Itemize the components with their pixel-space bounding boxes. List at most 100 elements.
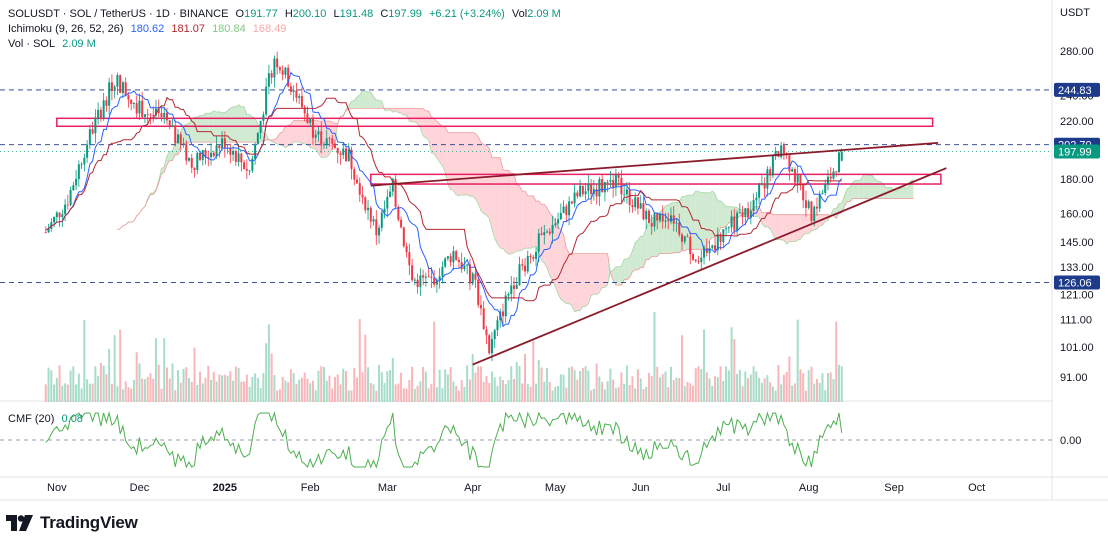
x-tick-label: May (545, 482, 566, 494)
cloud-segment (552, 216, 556, 287)
volume-bar (350, 390, 353, 402)
volume-bar (631, 376, 634, 402)
volume-bar (380, 372, 383, 402)
high-label: H (284, 8, 293, 20)
volume-bar (733, 339, 736, 402)
cmf-value: 0.08 (61, 413, 83, 425)
cloud-segment (530, 195, 534, 249)
cloud-segment (362, 89, 366, 109)
candle-body (378, 227, 381, 236)
cloud-segment (318, 121, 322, 158)
volume-bar (413, 388, 416, 402)
x-tick-label: Apr (464, 482, 481, 494)
volume-bar (510, 366, 513, 402)
candle-body (587, 184, 590, 192)
volume-bar (367, 367, 370, 402)
volume-bar (152, 378, 155, 402)
cloud-segment (668, 203, 671, 254)
candle-body (185, 143, 188, 161)
candle-body (66, 204, 69, 206)
candle-body (521, 264, 524, 266)
volume-bar (537, 360, 540, 402)
candle-body (628, 189, 631, 206)
candle-body (504, 295, 507, 317)
cloud-segment (279, 132, 283, 146)
volume-bar (289, 369, 292, 402)
candle-body (135, 103, 138, 114)
candle-body (468, 264, 471, 284)
candle-body (372, 219, 375, 222)
candle-body (678, 222, 681, 235)
volume-bar (598, 376, 601, 402)
x-tick-label: Mar (378, 482, 397, 494)
volume-legend[interactable]: Vol · SOL 2.09 M (8, 37, 100, 51)
candle-body (518, 264, 521, 285)
candle-body (488, 335, 491, 354)
volume-bar (829, 372, 832, 402)
candle-body (493, 330, 496, 340)
candle-body (769, 169, 772, 176)
volume-bar (44, 384, 47, 402)
cloud-segment (877, 180, 881, 199)
volume-bar (535, 383, 538, 402)
x-tick-label: Jun (632, 482, 650, 494)
candle-body (80, 164, 83, 166)
cloud-segment (643, 228, 647, 268)
volume-bar (149, 373, 152, 402)
volume-bar (240, 381, 243, 402)
volume-bar (372, 384, 375, 402)
candle-body (686, 236, 689, 238)
ichimoku-legend[interactable]: Ichimoku (9, 26, 52, 26) 180.62 181.07 1… (8, 22, 290, 36)
candle-body (171, 125, 174, 127)
volume-bar (298, 379, 301, 402)
candle-body (397, 206, 400, 220)
candle-body (482, 308, 485, 330)
cloud-segment (486, 145, 490, 219)
volume-bar (769, 382, 772, 402)
volume-bar (650, 376, 653, 402)
volume-bar (562, 374, 565, 402)
volume-bar (813, 383, 816, 402)
candle-body (479, 304, 482, 309)
cloud-segment (789, 214, 793, 242)
candle-body (383, 208, 386, 213)
volume-bar (163, 338, 166, 402)
cmf-legend[interactable]: CMF (20) 0.08 (8, 412, 87, 426)
candle-body (741, 212, 744, 218)
candle-body (837, 152, 840, 173)
candle-body (815, 206, 818, 209)
candle-body (262, 114, 265, 121)
volume-bar (518, 366, 521, 402)
volume-bar (777, 364, 780, 402)
cloud-segment (698, 191, 702, 250)
volume-bar (513, 379, 515, 402)
candle-body (94, 117, 97, 134)
cloud-segment (670, 202, 674, 254)
cloud-segment (872, 175, 875, 199)
candle-body (681, 234, 683, 242)
cloud-segment (869, 175, 873, 199)
volume-bar (303, 372, 306, 402)
cloud-segment (797, 214, 801, 241)
candle-body (402, 227, 405, 247)
volume-bar (747, 378, 750, 402)
candle-body (606, 181, 609, 183)
candle-body (661, 214, 664, 222)
candle-body (584, 191, 587, 195)
volume-bar (647, 372, 650, 402)
volume-bar (237, 368, 240, 402)
volume-bar (479, 366, 482, 402)
candle-body (609, 180, 612, 182)
open-label: O (235, 8, 245, 20)
cloud-segment (469, 132, 473, 197)
volume-bar (727, 370, 730, 402)
ichimoku-base-value: 181.07 (171, 23, 205, 35)
tradingview-logo[interactable]: TradingView (6, 513, 138, 533)
candle-body (658, 214, 661, 221)
volume-bar (592, 388, 595, 402)
candle-body (653, 213, 656, 227)
symbol-title[interactable]: SOLUSDT · SOL / TetherUS · 1D · BINANCE (8, 8, 229, 20)
candle-body (782, 145, 785, 154)
cloud-segment (899, 187, 903, 199)
